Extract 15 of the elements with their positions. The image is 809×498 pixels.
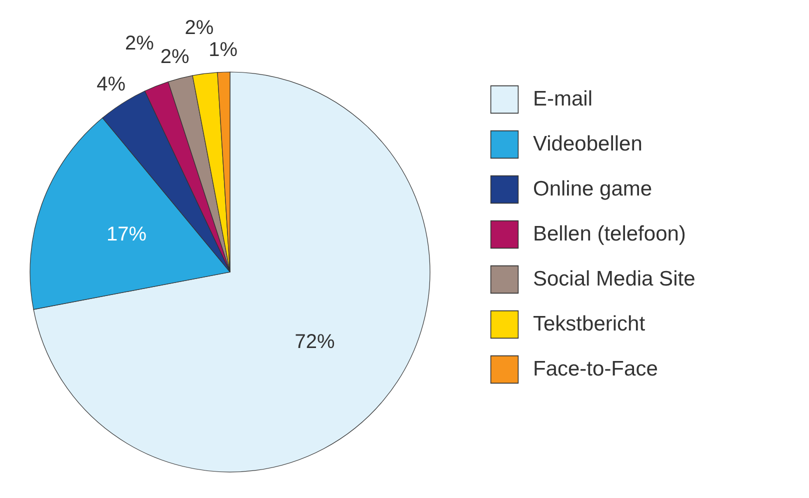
legend-label: Videobellen (533, 132, 642, 156)
data-label: 2% (184, 16, 214, 39)
data-label: 2% (124, 32, 154, 54)
legend-label: Social Media Site (533, 268, 696, 290)
data-label: 2% (160, 46, 190, 68)
legend-label: E-mail (533, 88, 593, 110)
data-label: 17% (106, 224, 147, 246)
data-label: 1% (208, 39, 238, 62)
legend-label: Tekstbericht (533, 312, 646, 336)
legend-label: Bellen (telefoon) (533, 222, 686, 246)
legend-label: Face-to-Face (533, 358, 658, 380)
legend-label: Online game (533, 178, 652, 200)
data-label: 72% (294, 331, 335, 354)
data-label: 4% (96, 74, 126, 96)
pie-slice (33, 72, 430, 472)
